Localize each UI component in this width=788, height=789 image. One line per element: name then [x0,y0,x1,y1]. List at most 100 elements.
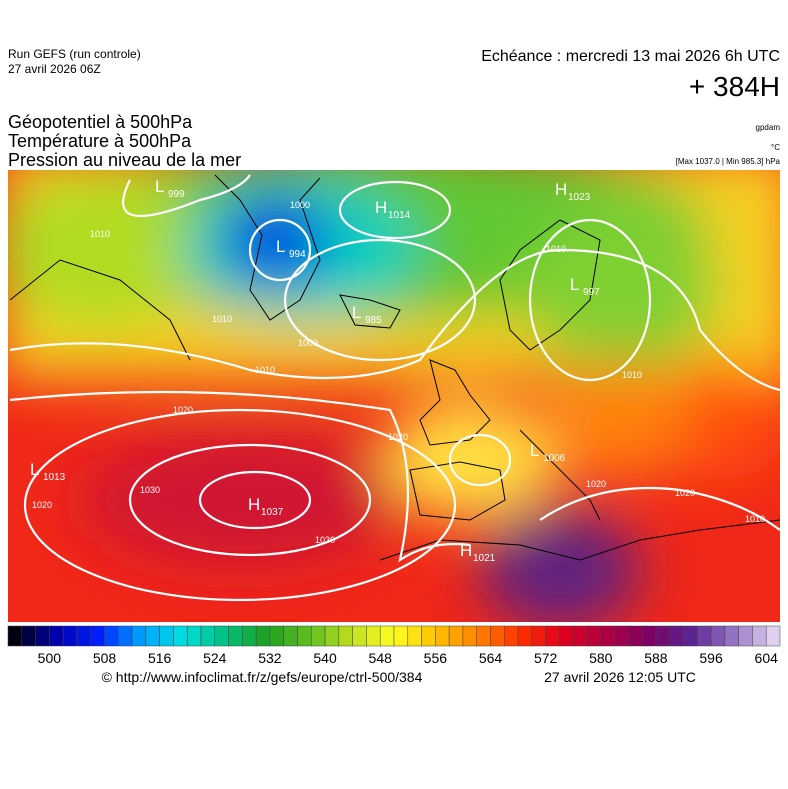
isobar-label: 1010 [622,370,642,380]
colorbar-cell [269,625,284,647]
colorbar-tick-label: 548 [369,650,393,666]
colorbar-cell [118,625,133,647]
source-url: © http://www.infoclimat.fr/z/gefs/europe… [102,669,423,685]
run: Run GEFS (run controle) [8,47,141,61]
colorbar-tick-label: 524 [203,650,227,666]
colorbar-cell [724,625,739,647]
colorbar-cell [214,625,229,647]
isobar-label: 1010 [255,365,275,375]
isobar-label: 1010 [745,514,765,524]
center-value: 985 [365,315,382,326]
isobar-label: 1010 [212,314,232,324]
colorbar-cell [683,625,698,647]
colorbar-cell [448,625,464,647]
colorbar-cell [324,625,340,647]
isobar-label: 1030 [315,535,335,545]
colorbar-cell [338,625,353,647]
colorbar-cell [104,625,119,647]
colorbar-cell [90,625,105,647]
extremes: [Max 1037.0 | Min 985.3] hPa [676,157,781,166]
unit: °C [771,143,780,152]
center-kind: H [460,541,472,560]
colorbar-cell [131,625,147,647]
colorbar-cell [35,625,50,647]
isobar-label: 1020 [586,479,606,489]
colorbar-cell [614,625,629,647]
colorbar-tick-label: 532 [258,650,282,666]
center-value: 1037 [261,507,284,518]
center-kind: L [352,303,361,322]
colorbar-tick-label: 508 [93,650,117,666]
colorbar-cell [476,625,491,647]
colorbar-cell [393,625,409,647]
colorbar-tick-label: 500 [38,650,62,666]
colorbar-tick-label: 564 [479,650,503,666]
colorbar-cell [352,625,367,647]
colorbar-tick-label: 572 [534,650,558,666]
run-date: 27 avril 2026 06Z [8,62,101,76]
colorbar-cell [62,625,78,647]
colorbar-cell [697,625,712,647]
colorbar-cell [641,625,657,647]
isobar-label: 1000 [298,338,318,348]
colorbar-cell [517,625,533,647]
colorbar-cell [600,625,615,647]
echeance: Echéance : mercredi 13 mai 2026 6h UTC [481,48,780,65]
isobar-label: 1010 [546,244,566,254]
isobar-label: 1020 [32,500,52,510]
colorbar-cell [669,625,684,647]
colorbar-cell [545,625,560,647]
center-value: 994 [289,249,306,260]
colorbar-cell [186,625,202,647]
center-value: 1013 [43,472,66,483]
center-kind: L [30,460,39,479]
colorbar-tick-label: 588 [644,650,668,666]
center-value: 1014 [388,210,411,221]
center-value: 1023 [568,192,591,203]
colorbar-cell [297,625,312,647]
colorbar-cell [710,625,726,647]
center-kind: L [276,237,285,256]
center-kind: L [570,275,579,294]
isobar-label: 1020 [173,405,193,415]
colorbar-cell [200,625,216,647]
isobars [9,174,780,602]
colorbar-cell [242,625,257,647]
colorbar-cell [765,625,781,647]
colorbar-tick-label: 540 [313,650,337,666]
colorbar-tick-label: 596 [699,650,723,666]
colorbar-cell [228,625,243,647]
colorbar-cell [49,625,64,647]
colorbar-cell [76,625,91,647]
colorbar-cell [738,625,753,647]
colorbar-cell [407,625,422,647]
colorbar-cell [504,625,519,647]
colorbar-tick-label: 580 [589,650,613,666]
center-kind: L [530,441,539,460]
isobar-label: 1020 [675,488,695,498]
colorbar-cell [531,625,546,647]
center-value: 997 [583,287,600,298]
center-kind: H [375,198,387,217]
legend-line: Géopotentiel à 500hPa [8,112,193,132]
colorbar-cell [379,625,395,647]
colorbar-cell [752,625,767,647]
colorbar-cell [435,625,450,647]
colorbar-cell [145,625,160,647]
colorbar-cell [366,625,381,647]
colorbar-tick-label: 604 [755,650,779,666]
center-value: 1021 [473,553,496,564]
colorbar-cell [421,625,436,647]
isobar-label: 1030 [140,485,160,495]
isobar-label: 1020 [388,432,408,442]
colorbar-cell [572,625,588,647]
colorbar-cell [655,625,670,647]
center-kind: H [248,495,260,514]
colorbar-tick-label: 556 [424,650,448,666]
colorbar-cell [255,625,271,647]
colorbar-cell [173,625,188,647]
colorbar-cell [283,625,298,647]
isobar-label: 1000 [290,200,310,210]
